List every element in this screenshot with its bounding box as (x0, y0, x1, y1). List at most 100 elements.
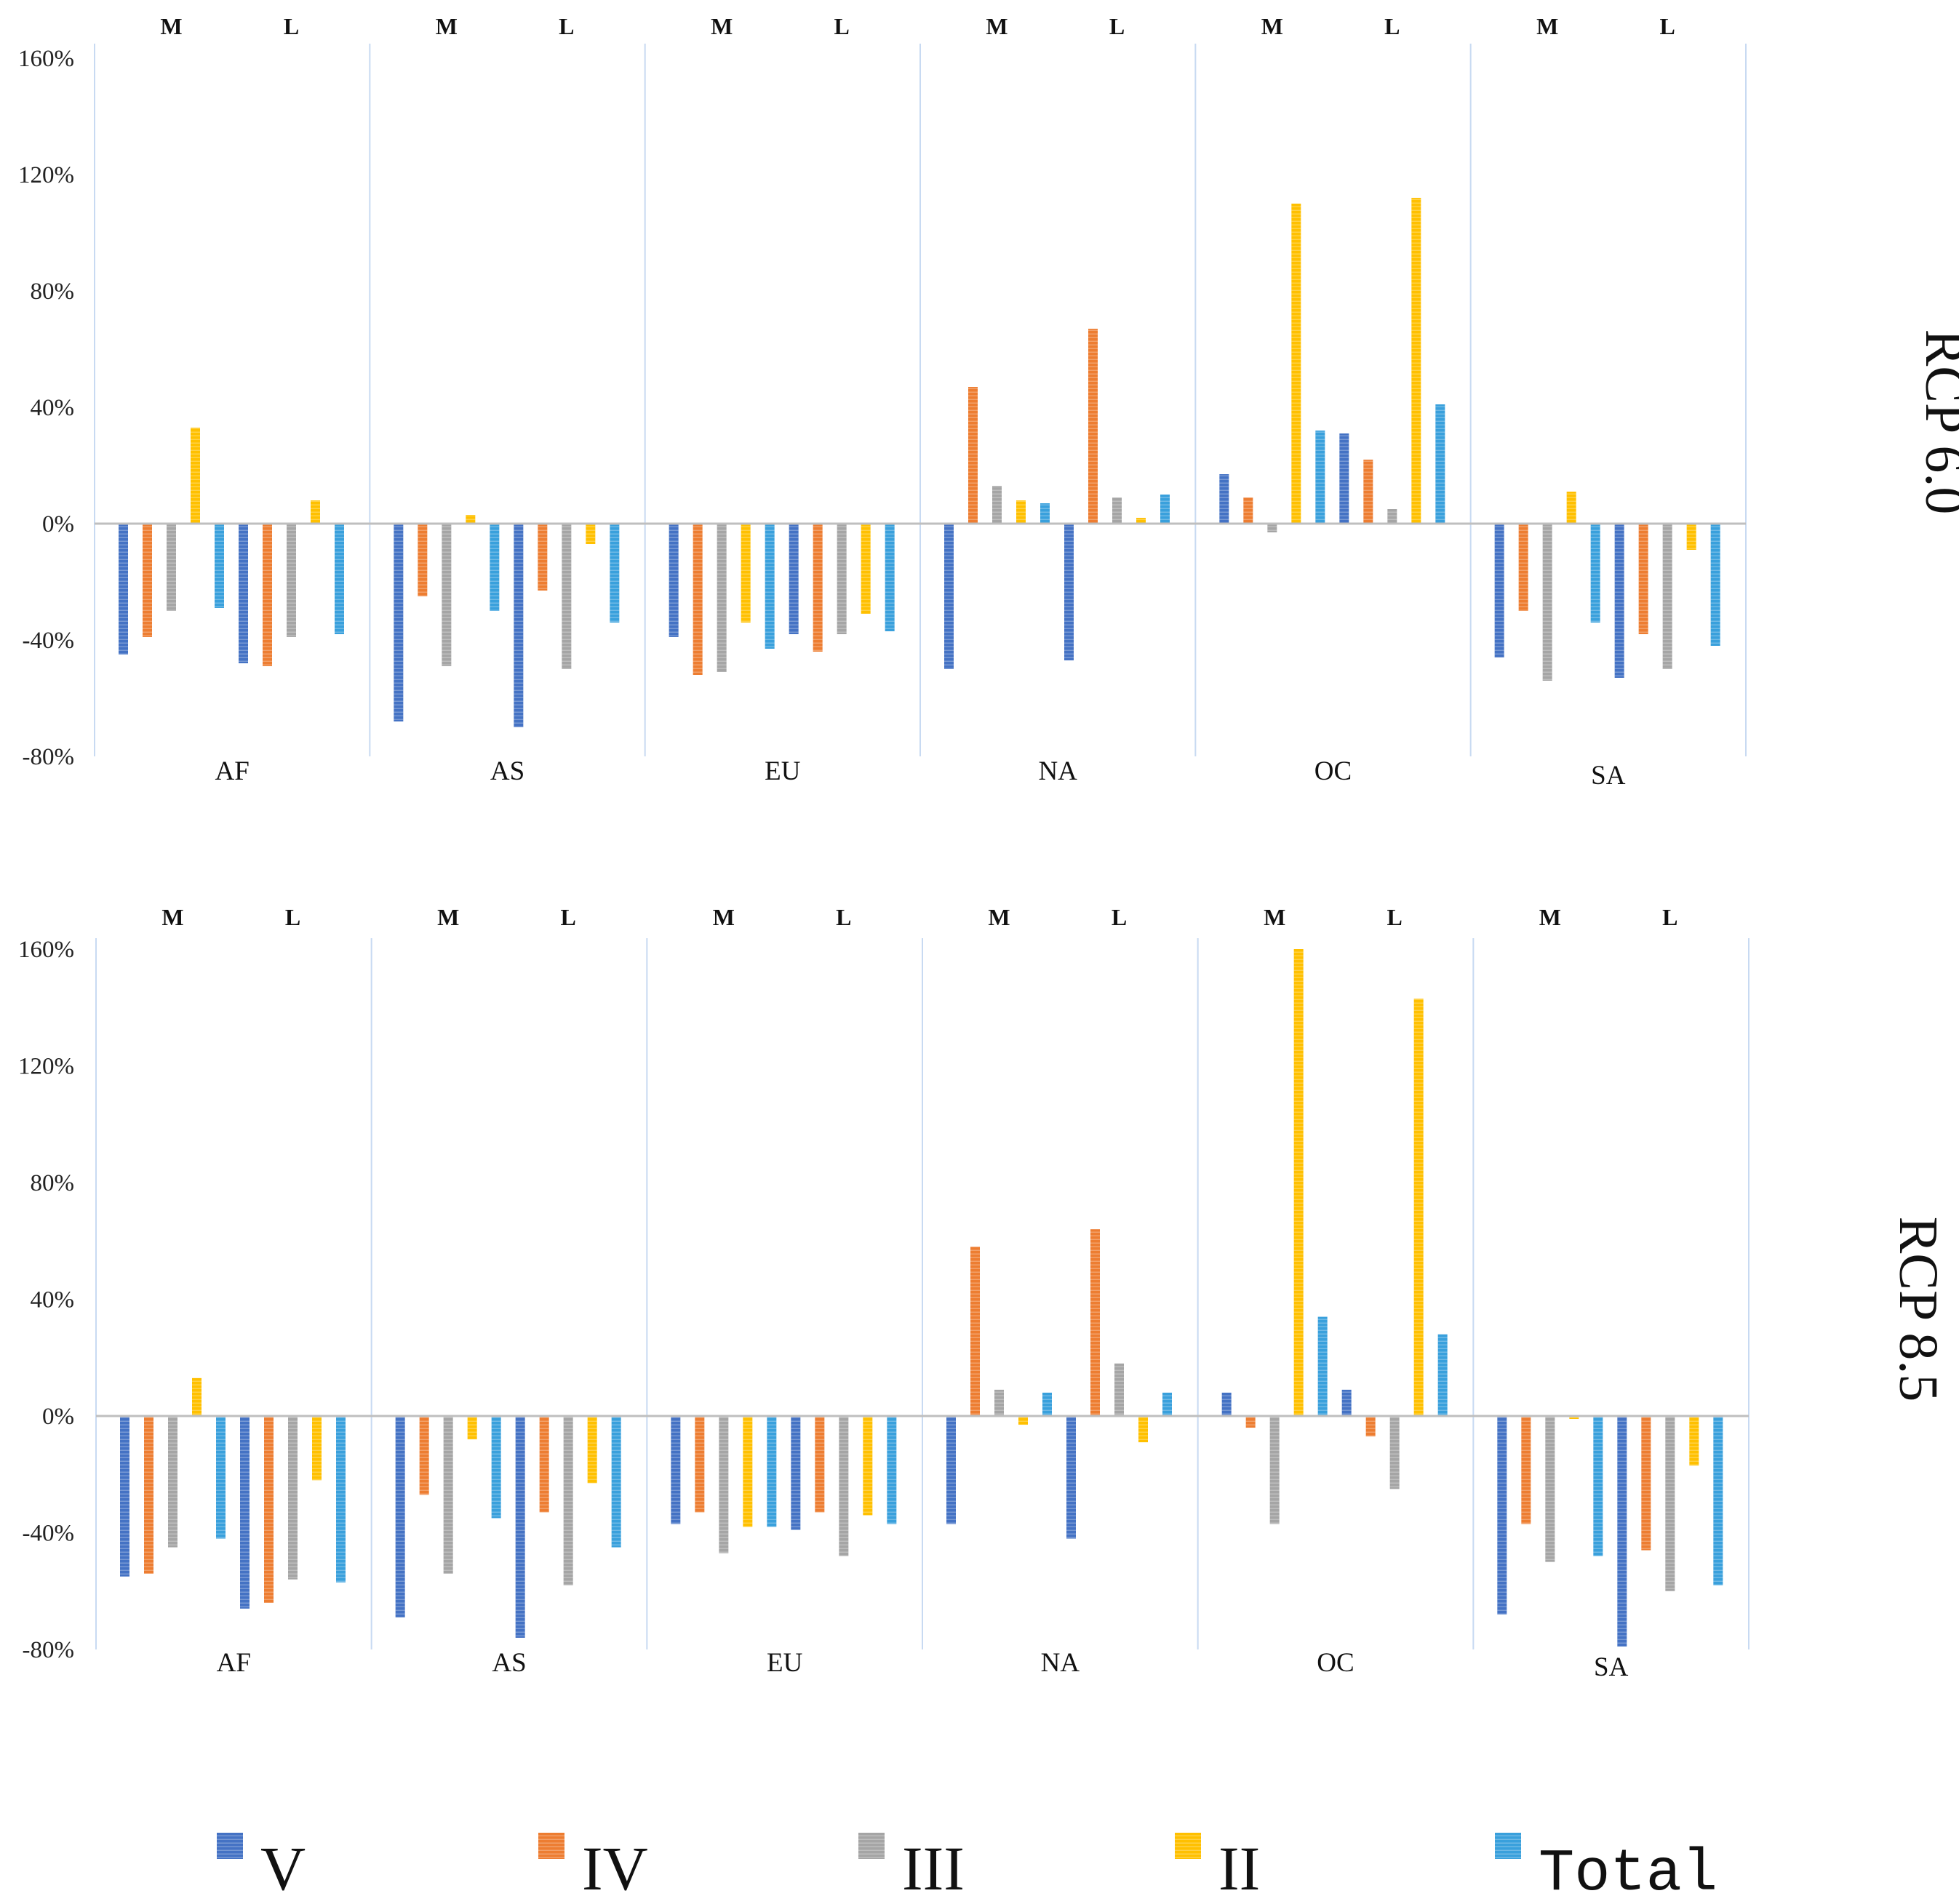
bar-af-m-ii-hatch (191, 428, 200, 524)
y-tick-label: 80% (31, 279, 75, 305)
bar-oc-l-iv-hatch (1363, 460, 1373, 524)
panel-rcp85-y-axis: 160% 120% 80% 40% 0% -40% -80% (18, 937, 74, 1663)
legend-swatch-hatch (217, 1833, 243, 1859)
bar-as-l-total-hatch (611, 1416, 621, 1548)
region-label-oc: OC (1314, 756, 1352, 786)
bar-na-m-ii-hatch (1018, 1416, 1028, 1425)
bar-na-m-v-hatch (946, 1416, 956, 1524)
y-tick-label: -80% (23, 744, 74, 770)
bar-na-m-total-hatch (1040, 503, 1050, 524)
legend-label-v: V (260, 1833, 306, 1903)
period-label-m: M (1536, 13, 1558, 39)
period-label-m: M (436, 13, 458, 39)
bar-sa-m-ii-hatch (1566, 492, 1576, 524)
bar-eu-m-iii-hatch (717, 524, 727, 672)
bar-na-l-ii-hatch (1138, 1416, 1148, 1443)
period-label-m: M (988, 904, 1010, 930)
bar-eu-m-ii-hatch (743, 1416, 753, 1527)
y-tick-label: 40% (31, 1287, 75, 1313)
panel-rcp60: 160% 120% 80% 40% 0% -40% -80% M L M L M L M L M L M L AF… (18, 13, 1959, 791)
bar-sa-m-total-hatch (1590, 524, 1600, 623)
legend-swatch-hatch (538, 1833, 564, 1859)
bar-af-m-iv-hatch (143, 524, 152, 637)
bar-as-l-total-hatch (610, 524, 620, 623)
bar-sa-m-iv-hatch (1518, 524, 1528, 611)
period-label-l: L (560, 904, 575, 930)
y-tick-label: 0% (42, 1404, 74, 1430)
region-label-oc: OC (1317, 1648, 1354, 1678)
bar-sa-m-iii-hatch (1545, 1416, 1555, 1562)
bar-eu-l-iii-hatch (839, 1416, 849, 1556)
bar-eu-m-total-hatch (765, 524, 775, 649)
panel-rcp60-bars (119, 198, 1720, 727)
bar-oc-l-total-hatch (1437, 1334, 1448, 1416)
bar-oc-l-v-hatch (1339, 433, 1349, 524)
bar-as-l-iv-hatch (538, 524, 548, 591)
bar-eu-m-iii-hatch (719, 1416, 729, 1553)
period-label-m: M (161, 904, 183, 930)
bar-oc-m-iv-hatch (1243, 497, 1253, 524)
panel-rcp85-title: RCP 8.5 (1888, 1217, 1949, 1402)
bar-as-m-ii-hatch (466, 515, 476, 524)
bar-na-m-iv-hatch (968, 387, 978, 524)
bar-af-l-ii-hatch (312, 1416, 322, 1481)
bar-af-m-v-hatch (120, 1416, 129, 1577)
bar-as-l-iii-hatch (563, 1416, 573, 1585)
period-label-l: L (559, 13, 574, 39)
y-tick-label: 40% (31, 395, 75, 421)
period-label-l: L (1112, 904, 1127, 930)
period-label-l: L (1387, 904, 1402, 930)
bar-sa-m-ii-hatch (1569, 1416, 1579, 1420)
bar-na-m-v-hatch (944, 524, 954, 669)
period-label-m: M (437, 904, 459, 930)
region-label-as: AS (490, 756, 524, 786)
bar-oc-l-ii-hatch (1413, 999, 1424, 1416)
bar-af-l-v-hatch (240, 1416, 250, 1609)
bar-oc-l-ii-hatch (1411, 198, 1421, 524)
period-label-l: L (1659, 13, 1675, 39)
bar-oc-m-iii-hatch (1269, 1416, 1280, 1524)
y-tick-label: 120% (18, 162, 74, 188)
period-label-l: L (285, 904, 300, 930)
bar-eu-l-iii-hatch (837, 524, 847, 634)
bar-oc-m-total-hatch (1317, 1316, 1328, 1416)
bar-af-m-total-hatch (216, 1416, 226, 1539)
bar-oc-m-iii-hatch (1267, 524, 1277, 532)
period-label-l: L (1662, 904, 1677, 930)
bar-eu-m-iv-hatch (695, 1416, 705, 1513)
bar-na-l-v-hatch (1064, 524, 1074, 660)
panel-rcp85-bars (120, 949, 1723, 1647)
bar-af-m-v-hatch (119, 524, 128, 655)
bar-af-l-iii-hatch (287, 524, 296, 637)
bar-na-l-iv-hatch (1088, 329, 1098, 524)
bar-as-l-ii-hatch (587, 1416, 597, 1484)
bar-as-m-total-hatch (490, 524, 500, 611)
bar-as-m-iii-hatch (442, 524, 452, 666)
bar-na-l-total-hatch (1160, 495, 1170, 524)
bar-sa-l-total-hatch (1710, 524, 1720, 646)
region-label-sa: SA (1594, 1652, 1629, 1682)
bar-oc-m-total-hatch (1315, 431, 1325, 524)
legend-swatch-hatch (858, 1833, 885, 1859)
period-label-l: L (1109, 13, 1125, 39)
bar-oc-l-v-hatch (1341, 1389, 1352, 1416)
bar-sa-m-v-hatch (1497, 1416, 1507, 1615)
y-tick-label: -40% (23, 1521, 74, 1547)
bar-oc-m-ii-hatch (1291, 204, 1301, 524)
bar-sa-l-v-hatch (1617, 1416, 1627, 1647)
region-label-as: AS (492, 1648, 526, 1678)
bar-na-l-ii-hatch (1136, 518, 1146, 524)
bar-af-l-total-hatch (336, 1416, 346, 1583)
period-label-m: M (713, 904, 735, 930)
region-label-eu: EU (767, 1648, 802, 1678)
bar-oc-l-total-hatch (1435, 404, 1445, 524)
bar-sa-l-iii-hatch (1665, 1416, 1675, 1591)
y-tick-label: -40% (23, 628, 74, 654)
y-tick-label: 120% (18, 1054, 74, 1080)
period-label-m: M (1264, 904, 1285, 930)
bar-eu-m-ii-hatch (741, 524, 751, 623)
region-label-na: NA (1041, 1648, 1080, 1678)
bar-sa-l-ii-hatch (1689, 1416, 1699, 1466)
bar-na-l-v-hatch (1066, 1416, 1076, 1539)
bar-na-l-iv-hatch (1090, 1229, 1100, 1416)
